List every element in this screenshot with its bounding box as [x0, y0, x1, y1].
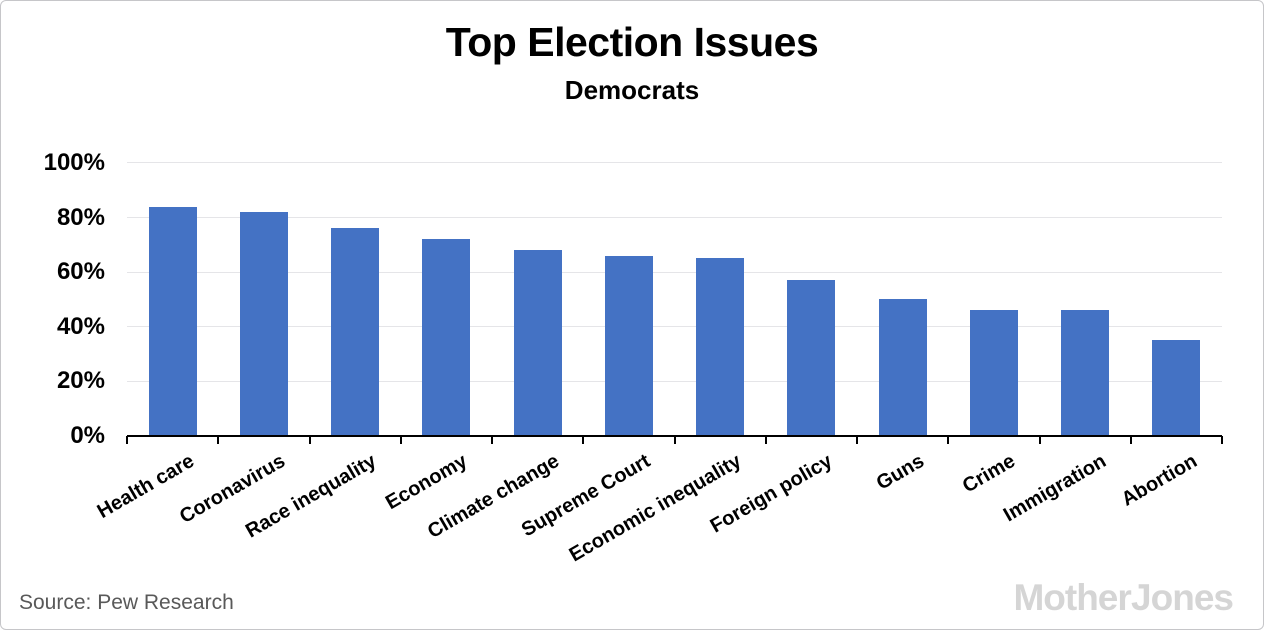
bar-economy	[422, 239, 471, 436]
axis-tick	[126, 436, 128, 444]
axis-tick	[856, 436, 858, 444]
mother-jones-watermark: Mother Jones	[1013, 577, 1234, 618]
axis-tick	[582, 436, 585, 444]
y-tick-label: 100%	[43, 148, 105, 176]
bar-immigration	[1061, 310, 1110, 436]
axis-tick	[399, 436, 402, 444]
axis-tick	[491, 436, 493, 444]
gridline	[127, 271, 1222, 273]
y-tick-label: 80%	[56, 203, 105, 231]
bar-foreign-policy	[787, 280, 836, 436]
bar-guns	[878, 299, 927, 436]
source-note: Source: Pew Research	[19, 591, 234, 614]
axis-tick	[1038, 436, 1041, 444]
gridline	[127, 162, 1222, 164]
y-tick-label: 0%	[70, 422, 105, 449]
bar-coronavirus	[239, 212, 288, 436]
bar-crime	[969, 310, 1018, 436]
chart-subtitle: Democrats	[564, 75, 700, 105]
chart-title: Top Election Issues	[445, 19, 819, 65]
axis-tick	[217, 436, 220, 444]
bar-economic-inequality	[696, 258, 745, 436]
axis-tick	[764, 436, 767, 444]
bar-abortion	[1152, 340, 1201, 436]
bar-race-inequality	[331, 228, 380, 436]
bar-climate-change	[513, 250, 562, 436]
gridline	[127, 380, 1222, 382]
bar-supreme-court	[604, 255, 653, 436]
gridline	[127, 326, 1222, 328]
bar-health-care	[148, 206, 197, 436]
axis-tick	[1221, 436, 1223, 444]
axis-tick	[673, 436, 676, 444]
axis-tick	[308, 436, 311, 444]
axis-tick	[1129, 436, 1132, 444]
y-tick-label: 60%	[56, 258, 105, 286]
axis-tick	[947, 436, 950, 444]
y-tick-label: 40%	[56, 312, 105, 340]
y-tick-label: 20%	[56, 367, 105, 395]
gridline	[127, 217, 1222, 219]
